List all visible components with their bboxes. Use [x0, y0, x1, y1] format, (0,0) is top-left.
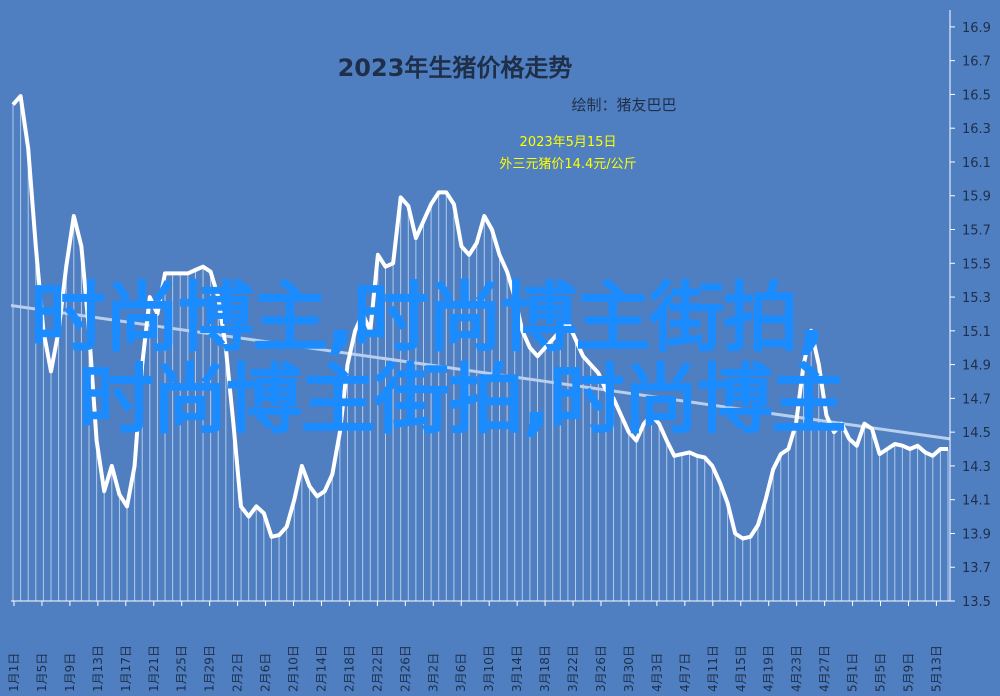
- x-tick-label: 1月29日: [203, 645, 217, 692]
- series-line: [11, 94, 948, 541]
- x-tick-label: 3月22日: [566, 645, 580, 692]
- annotation-date: 2023年5月15日: [520, 135, 617, 150]
- y-tick-group: 13.5 13.7 13.9 14.1 14.3 14.5 14.7 14.9 15.1 15.3…: [950, 21, 991, 610]
- x-tick-label: 5月13日: [929, 645, 943, 692]
- x-tick-label: 1月5日: [35, 653, 49, 692]
- trendline: [10, 304, 951, 441]
- x-tick-label: 1月9日: [63, 653, 77, 692]
- x-tick-label: 2月14日: [314, 645, 328, 692]
- x-tick-label: 2月22日: [370, 645, 384, 692]
- x-tick-label: 1月25日: [175, 645, 189, 692]
- x-tick-label: 2月26日: [398, 645, 412, 692]
- x-tick-label: 1月17日: [119, 645, 133, 692]
- x-tick-label: 3月30日: [622, 645, 636, 692]
- y-tick-label: 15.1: [962, 325, 991, 340]
- watermark-line-2: 时尚博主街拍,时尚博主: [78, 355, 847, 444]
- x-tick-group: 1月1日 1月5日 1月9日 1月13日 1月17日 1月21日 1月25日 1月29日 2月2…: [7, 601, 943, 692]
- x-tick-label: 4月11日: [706, 645, 720, 692]
- y-tick-label: 13.5: [962, 595, 991, 610]
- y-tick-label: 16.1: [962, 156, 991, 171]
- y-tick-label: 15.5: [962, 257, 991, 272]
- x-tick-label: 4月27日: [818, 645, 832, 692]
- x-tick-label: 5月5日: [874, 653, 888, 692]
- x-tick-label: 2月6日: [259, 653, 273, 692]
- annotation-price: 外三元猪价14.4元/公斤: [499, 157, 636, 172]
- x-tick-label: 3月6日: [454, 653, 468, 692]
- x-tick-label: 2月18日: [342, 645, 356, 692]
- watermark-line-1: 时尚博主,时尚博主街拍,: [30, 273, 826, 362]
- x-tick-label: 5月1日: [846, 653, 860, 692]
- x-tick-label: 3月26日: [594, 645, 608, 692]
- x-tick-label: 4月19日: [762, 645, 776, 692]
- y-tick-label: 14.3: [962, 460, 991, 475]
- x-tick-label: 1月21日: [147, 645, 161, 692]
- y-tick-label: 16.9: [962, 21, 991, 36]
- y-tick-label: 15.3: [962, 291, 991, 306]
- x-tick-label: 5月9日: [901, 653, 915, 692]
- y-tick-label: 16.3: [962, 122, 991, 137]
- x-tick-label: 1月13日: [91, 645, 105, 692]
- x-tick-label: 4月3日: [650, 653, 664, 692]
- y-tick-label: 16.5: [962, 88, 991, 103]
- y-tick-label: 15.7: [962, 224, 991, 239]
- x-tick-label: 4月23日: [790, 645, 804, 692]
- y-tick-label: 14.7: [962, 392, 991, 407]
- y-tick-label: 15.9: [962, 190, 991, 205]
- x-tick-label: 1月1日: [7, 653, 21, 692]
- chart-title: 2023年生猪价格走势: [338, 54, 573, 82]
- x-tick-label: 3月10日: [482, 645, 496, 692]
- y-tick-label: 14.5: [962, 426, 991, 441]
- x-tick-label: 3月18日: [538, 645, 552, 692]
- y-tick-label: 14.9: [962, 359, 991, 374]
- y-tick-label: 14.1: [962, 494, 991, 509]
- x-tick-label: 4月15日: [734, 645, 748, 692]
- chart-subtitle: 绘制：猪友巴巴: [571, 96, 676, 114]
- x-tick-label: 3月2日: [426, 653, 440, 692]
- x-tick-label: 2月10日: [287, 645, 301, 692]
- y-tick-label: 13.9: [962, 527, 991, 542]
- x-tick-label: 2月2日: [231, 653, 245, 692]
- series-fill-hatch: [12, 96, 949, 601]
- x-tick-label: 4月7日: [678, 653, 692, 692]
- y-tick-label: 13.7: [962, 561, 991, 576]
- x-tick-label: 3月14日: [510, 645, 524, 692]
- y-tick-label: 16.7: [962, 55, 991, 70]
